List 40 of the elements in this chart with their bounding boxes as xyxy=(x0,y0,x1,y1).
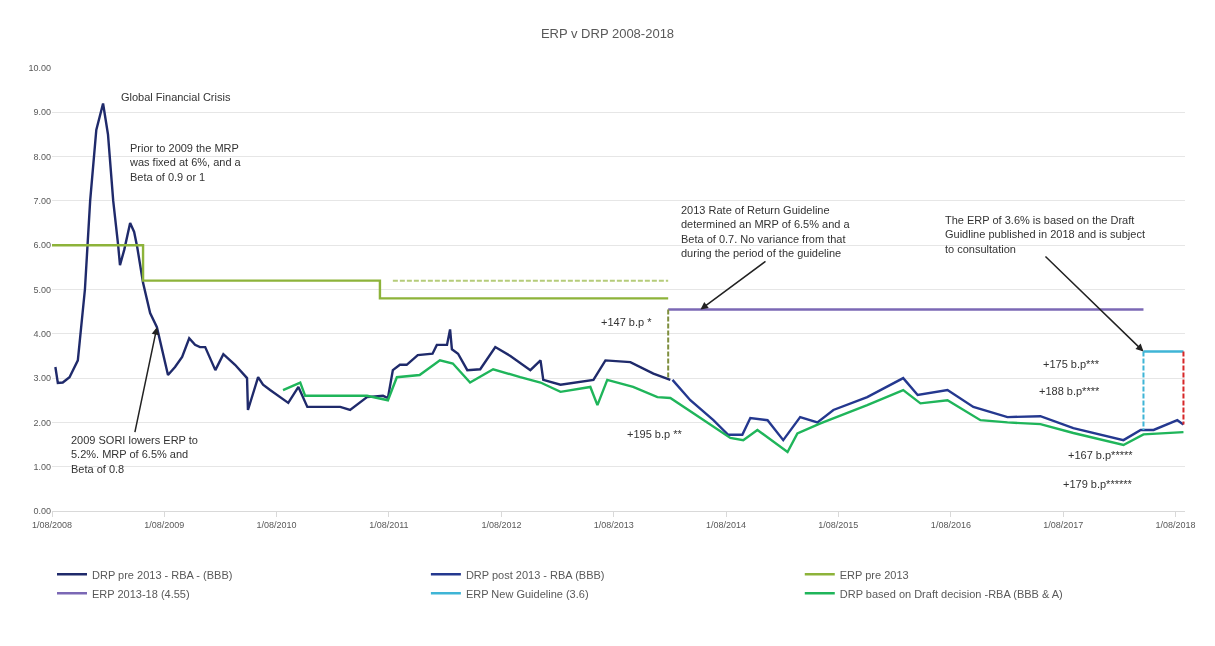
y-tick-label: 3.00 xyxy=(33,373,51,384)
annotation: +195 b.p ** xyxy=(627,428,683,440)
x-tick-label: 1/08/2009 xyxy=(144,519,185,530)
annotation: The ERP of 3.6% is based on the Draft Guidline published in 2018 and is subject to consultation xyxy=(945,214,1145,255)
legend-label: ERP 2013-18 (4.55) xyxy=(92,587,190,600)
y-tick-label: 8.00 xyxy=(33,151,51,162)
legend-label: DRP post 2013 - RBA (BBB) xyxy=(465,568,605,581)
x-tick-label: 1/08/2018 xyxy=(1155,519,1196,530)
x-tick-label: 1/08/2010 xyxy=(256,519,297,530)
annotation: +147 b.p * xyxy=(601,316,653,328)
legend-label: ERP pre 2013 xyxy=(839,568,909,581)
annotation: +179 b.p****** xyxy=(1063,478,1133,490)
y-tick-label: 9.00 xyxy=(33,107,51,118)
x-tick-label: 1/08/2008 xyxy=(31,519,73,530)
y-tick-label: 5.00 xyxy=(33,284,51,295)
x-tick-label: 1/08/2017 xyxy=(1043,519,1084,530)
y-tick-label: 10.00 xyxy=(28,63,51,74)
y-tick-label: 2.00 xyxy=(33,417,51,428)
x-tick-label: 1/08/2016 xyxy=(930,519,971,530)
y-tick-label: 6.00 xyxy=(33,240,51,251)
legend-label: ERP New Guideline (3.6) xyxy=(465,587,589,600)
y-tick-label: 1.00 xyxy=(33,461,51,472)
x-tick-label: 1/08/2014 xyxy=(706,519,747,530)
annotation: Global Financial Crisis xyxy=(121,91,231,103)
x-tick-label: 1/08/2011 xyxy=(369,519,409,530)
y-tick-label: 4.00 xyxy=(33,328,51,339)
y-tick-label: 7.00 xyxy=(33,196,51,207)
annotation: 2009 SORI lowers ERP to 5.2%. MRP of 6.5% and Beta of 0.8 xyxy=(71,434,198,475)
y-tick-label: 0.00 xyxy=(33,506,51,517)
annotation: +167 b.p***** xyxy=(1068,449,1134,461)
x-tick-label: 1/08/2012 xyxy=(481,519,522,530)
annotation: 2013 Rate of Return Guideline determined an MRP of 6.5% and a Beta of 0.7. No variance from that during the period of the guideline xyxy=(681,204,851,259)
legend-label: DRP based on Draft decision -RBA (BBB & A) xyxy=(839,587,1063,600)
x-tick-label: 1/08/2013 xyxy=(593,519,634,530)
annotation: +175 b.p*** xyxy=(1043,358,1100,370)
annotation: Prior to 2009 the MRP was fixed at 6%, and a Beta of 0.9 or 1 xyxy=(129,142,242,183)
annotation: +188 b.p**** xyxy=(1039,385,1100,397)
legend-label: DRP pre 2013 - RBA - (BBB) xyxy=(92,568,233,581)
x-tick-label: 1/08/2015 xyxy=(818,519,859,530)
chart-title: ERP v DRP 2008-2018 xyxy=(540,26,675,42)
